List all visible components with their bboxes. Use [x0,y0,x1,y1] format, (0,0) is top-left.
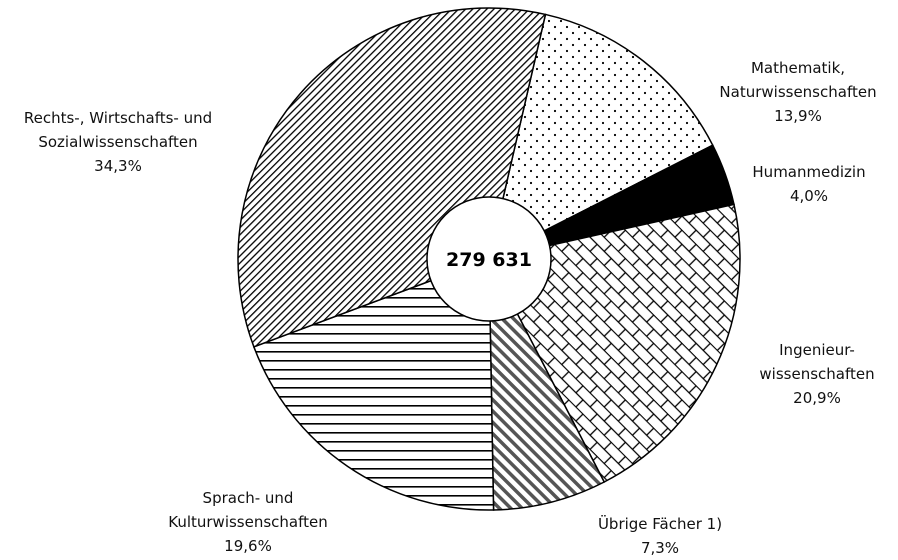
slice-label: Mathematik, Naturwissenschaften 13,9% [719,56,876,128]
slice-label: Humanmedizin 4,0% [752,160,865,208]
value-label: 4,0% [789,187,829,205]
slice-label: Sprach- und Kulturwissenschaften 19,6% [168,486,328,558]
pie-slice [487,13,714,261]
category-label: Humanmedizin [752,163,866,181]
slice-label: Ingenieur- wissenschaften 20,9% [759,338,874,410]
value-label: 7,3% [640,539,680,557]
pie-slice [252,257,495,511]
category-label: Ingenieur- wissenschaften [759,341,875,383]
center-circle [426,196,552,322]
category-label: Rechts-, Wirtschafts- und Sozialwissensc… [23,109,213,151]
slice-label: Übrige Fächer 1) 7,3% [598,512,722,560]
value-label: 13,9% [774,107,822,125]
slice-label: Rechts-, Wirtschafts- und Sozialwissensc… [24,106,212,178]
value-label: 20,9% [793,389,841,407]
value-label: 34,3% [94,157,142,175]
pie-slice [487,203,741,484]
pie-slice [488,258,606,511]
category-label: Mathematik, Naturwissenschaften [719,59,877,101]
center-label: 279 631 [446,249,532,271]
value-label: 19,6% [224,537,272,555]
category-label: Übrige Fächer 1) [597,515,723,533]
category-label: Sprach- und Kulturwissenschaften [168,489,328,531]
